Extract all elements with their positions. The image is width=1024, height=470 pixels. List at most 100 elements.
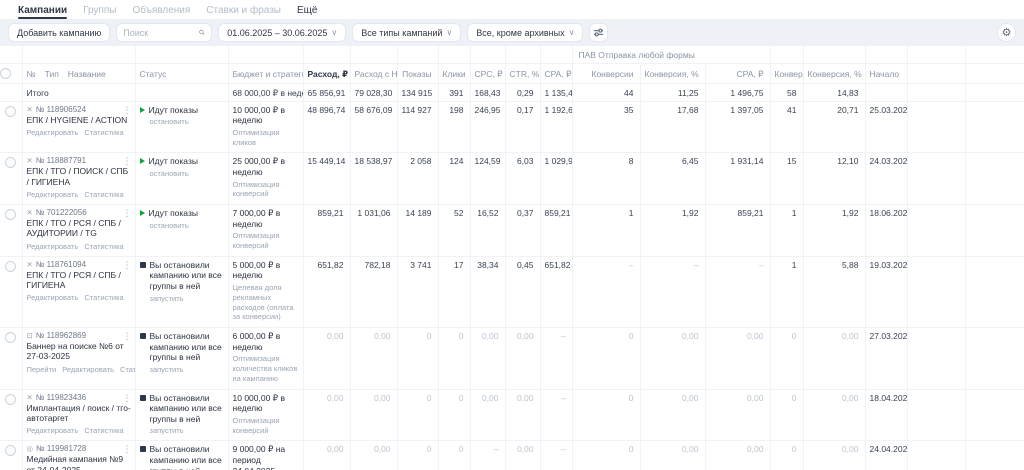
archive-filter[interactable]: Все, кроме архивных ∨ [467,23,584,42]
tab-groups[interactable]: Группы [83,5,117,16]
cell-shows: 0 [397,327,439,390]
header-clicks[interactable]: Клики [438,63,471,84]
add-campaign-label: Добавить кампанию [17,27,102,38]
campaign-link[interactable]: Редактировать [26,293,79,303]
campaign-name[interactable]: Медийная кампания №9 от 24-04-2025 [26,454,124,470]
header-status[interactable]: Статус [135,63,229,84]
status-label: Идут показы [148,104,198,115]
campaign-name[interactable]: Имплантация / поиск / тго-автотаргет [26,402,131,423]
header-spend[interactable]: Расход, ₽ ↓ [303,63,351,84]
settings-gear-button[interactable]: ⚙ [997,23,1016,42]
kebab-menu-icon[interactable]: ⋮ [122,208,132,218]
cell-conversions: – [572,256,641,329]
cell-conversions: 0 [572,327,641,390]
tab-campaigns[interactable]: Кампании [18,5,68,19]
select-all-checkbox[interactable] [0,67,11,79]
status-action-link[interactable]: остановить [149,117,189,127]
campaign-link[interactable]: Редактировать [26,189,79,199]
cell-shows: 2 058 [397,152,439,205]
campaign-name[interactable]: ЕПК / ТГО / РСЯ / СПБ / АУДИТОРИИ / TG [26,218,121,239]
status-action-link[interactable]: запустить [149,364,184,374]
cell-conv-rate-2: 1,92 [803,204,866,257]
campaign-number: № 701222056 [35,208,87,217]
status-label: Вы остановили кампанию или все группы в … [149,392,222,424]
header-conv-rate-2[interactable]: Конверсия, % [803,63,866,84]
campaign-link[interactable]: Статистика [84,293,124,303]
goal-group-header: ПАВ Отправка любой формы [572,46,771,64]
cell-ctr: 6,03 [505,152,541,205]
cell-clicks: 0 [438,440,471,470]
totals-conversions-2: 58 [770,83,804,102]
cell-cpa-2: 0,00 [705,440,771,470]
status-action-link[interactable]: запустить [149,426,184,436]
add-campaign-button[interactable]: Добавить кампанию [8,23,111,42]
cell-spend: 48 896,74 [303,101,351,154]
kebab-menu-icon[interactable]: ⋮ [122,444,132,455]
campaign-link[interactable]: Редактировать [26,241,79,251]
campaign-link[interactable]: Статистика [84,127,124,137]
header-cpc[interactable]: CPC, ₽ [470,63,506,84]
row-checkbox[interactable] [5,260,17,272]
cell-cpa: 651,82 [540,256,573,329]
campaign-link[interactable]: Перейти [26,364,57,374]
campaign-type-icon: ✕ [26,104,33,114]
header-conv-rate[interactable]: Конверсия, % [640,63,706,84]
totals-spend: 65 856,91 [303,83,351,102]
header-shows[interactable]: Показы [397,63,439,84]
kebab-menu-icon[interactable]: ⋮ [122,104,132,115]
gear-icon: ⚙ [1001,27,1012,39]
tab-bids-phrases[interactable]: Ставки и фразы [206,5,281,16]
header-cpa[interactable]: CPA, ₽ [540,63,573,84]
search-input[interactable] [123,27,200,38]
row-checkbox[interactable] [5,393,17,405]
row-checkbox[interactable] [5,157,17,169]
header-ctr[interactable]: CTR, % [505,63,541,84]
campaign-name[interactable]: ЕПК / HYGIENE / ACTION [26,114,128,125]
header-spend-vat[interactable]: Расход с Н... [350,63,398,84]
row-checkbox[interactable] [5,105,17,117]
status-action-link[interactable]: остановить [149,220,189,230]
totals-spend-vat: 79 028,30 [350,83,398,102]
campaign-type-filter-value: Все типы кампаний [361,27,443,38]
row-checkbox[interactable] [5,332,17,343]
campaign-link[interactable]: Статистика [84,241,124,251]
header-cpa-2[interactable]: CPA, ₽ [705,63,771,84]
tab-ads[interactable]: Объявления [132,5,191,16]
campaign-name[interactable]: ЕПК / ТГО / ПОИСК / СПБ / ГИГИЕНА [26,166,129,187]
kebab-menu-icon[interactable]: ⋮ [122,156,132,167]
campaign-link[interactable]: Редактировать [62,364,115,374]
header-start[interactable]: Начало [865,63,908,84]
header-conversions[interactable]: Конверсии [572,63,641,84]
campaign-link[interactable]: Редактировать [26,127,79,137]
start-date: 24.04.2025 [865,440,908,470]
header-num: № [26,68,36,79]
cell-cpc: 0,00 [470,327,506,390]
campaign-name[interactable]: ЕПК / ТГО / РСЯ / СПБ / ГИГИЕНА [26,269,121,291]
start-date: 18.06.2025 [865,204,908,257]
date-range-select[interactable]: 01.06.2025 – 30.06.2025 ∨ [218,23,347,42]
row-checkbox[interactable] [5,445,17,457]
campaign-name[interactable]: Баннер на поиске №6 от 27-03-2025 [26,341,124,362]
filter-sliders-button[interactable] [589,23,609,42]
status-action-link[interactable]: запустить [149,293,184,303]
campaign-link[interactable]: Статистика [120,364,134,374]
cell-spend-vat: 0,00 [350,440,398,470]
totals-ctr: 0,29 [505,83,541,102]
kebab-menu-icon[interactable]: ⋮ [122,259,132,270]
tab-more[interactable]: Ещё [296,5,318,16]
campaign-type-filter[interactable]: Все типы кампаний ∨ [352,23,462,42]
header-name[interactable]: № Тип Название [22,63,136,84]
status-action-link[interactable]: остановить [149,168,189,178]
campaign-link[interactable]: Статистика [84,189,124,199]
header-budget[interactable]: Бюджет и стратегия [228,63,304,84]
campaign-link[interactable]: Редактировать [26,426,79,436]
cell-conversions: 0 [572,440,641,470]
kebab-menu-icon[interactable]: ⋮ [122,392,132,403]
search-icon [199,29,205,36]
campaign-link[interactable]: Статистика [84,426,124,436]
row-checkbox[interactable] [5,209,17,220]
header-conversions-2[interactable]: Конверс... [770,63,804,84]
kebab-menu-icon[interactable]: ⋮ [122,331,132,341]
cell-shows: 0 [397,389,439,442]
cell-conversions-2: 41 [770,101,804,154]
